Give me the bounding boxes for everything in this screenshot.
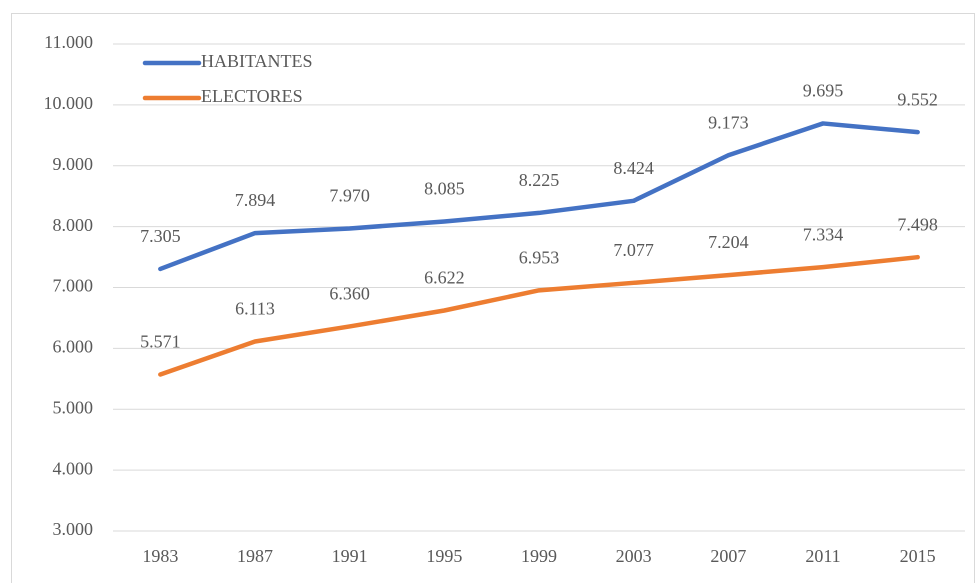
x-tick-label: 2015 bbox=[900, 546, 936, 566]
y-tick-label: 3.000 bbox=[53, 519, 94, 539]
legend-label: HABITANTES bbox=[201, 51, 313, 71]
data-label: 7.498 bbox=[897, 214, 938, 234]
data-label: 9.695 bbox=[803, 81, 844, 101]
y-tick-label: 5.000 bbox=[53, 397, 94, 417]
data-label: 8.085 bbox=[424, 179, 465, 199]
series-line bbox=[158, 254, 920, 377]
data-label: 7.334 bbox=[803, 224, 844, 244]
data-label: 6.953 bbox=[519, 247, 560, 267]
data-label: 8.424 bbox=[613, 158, 654, 178]
y-tick-label: 7.000 bbox=[53, 276, 94, 296]
data-label: 7.970 bbox=[329, 186, 370, 206]
x-tick-label: 2011 bbox=[805, 546, 840, 566]
x-tick-label: 1995 bbox=[426, 546, 462, 566]
y-tick-label: 6.000 bbox=[53, 337, 94, 357]
x-tick-label: 1991 bbox=[332, 546, 368, 566]
y-tick-label: 10.000 bbox=[44, 93, 94, 113]
x-tick-label: 2003 bbox=[616, 546, 652, 566]
y-tick-label: 9.000 bbox=[53, 154, 94, 174]
data-label: 7.305 bbox=[140, 226, 181, 246]
y-tick-label: 4.000 bbox=[53, 458, 94, 478]
data-label: 9.552 bbox=[897, 89, 938, 109]
data-label: 8.225 bbox=[519, 170, 560, 190]
x-tick-label: 2007 bbox=[710, 546, 746, 566]
data-label: 7.894 bbox=[235, 190, 276, 210]
data-label: 7.077 bbox=[613, 240, 654, 260]
y-tick-label: 11.000 bbox=[44, 32, 93, 52]
data-label: 5.571 bbox=[140, 332, 181, 352]
x-tick-label: 1983 bbox=[142, 546, 178, 566]
data-label: 7.204 bbox=[708, 232, 749, 252]
data-label: 9.173 bbox=[708, 112, 749, 132]
x-tick-label: 1999 bbox=[521, 546, 557, 566]
legend-label: ELECTORES bbox=[201, 86, 303, 106]
data-label: 6.360 bbox=[329, 284, 370, 304]
data-label: 6.622 bbox=[424, 268, 465, 288]
y-tick-label: 8.000 bbox=[53, 215, 94, 235]
series-line bbox=[158, 121, 920, 272]
data-label: 6.113 bbox=[235, 299, 275, 319]
x-tick-label: 1987 bbox=[237, 546, 273, 566]
